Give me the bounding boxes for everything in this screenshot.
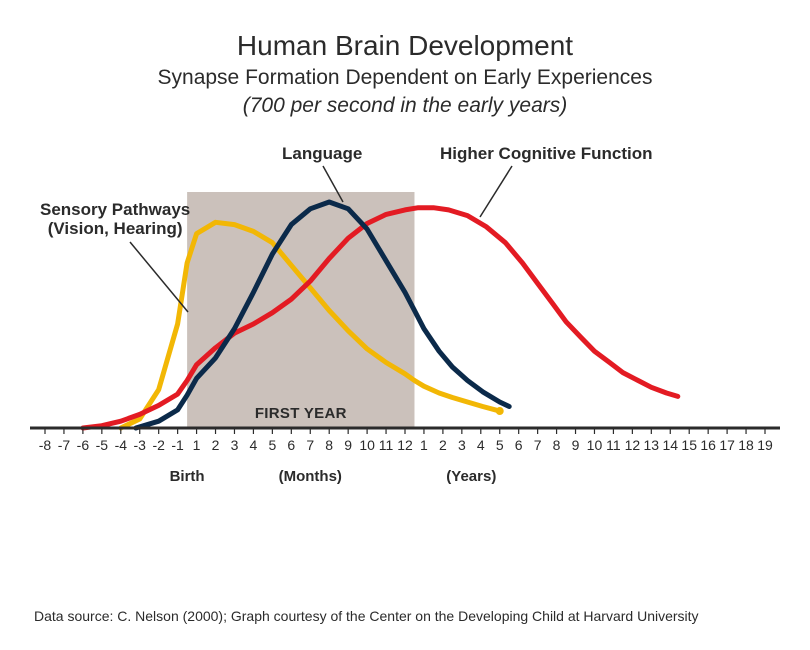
svg-text:18: 18 [738,437,754,453]
svg-text:6: 6 [515,437,523,453]
chart-svg: FIRST YEAR-8-7-6-5-4-3-2-112345678910111… [20,142,790,502]
svg-text:FIRST YEAR: FIRST YEAR [255,405,347,422]
svg-text:7: 7 [306,437,314,453]
svg-text:13: 13 [644,437,660,453]
svg-text:16: 16 [700,437,716,453]
svg-text:19: 19 [757,437,773,453]
title-italic: (700 per second in the early years) [0,93,810,119]
svg-text:-7: -7 [58,437,71,453]
chart: Sensory Pathways(Vision, Hearing) Langua… [20,142,790,507]
page: Human Brain Development Synapse Formatio… [0,0,810,650]
svg-text:17: 17 [719,437,735,453]
title-block: Human Brain Development Synapse Formatio… [0,28,810,120]
svg-text:-8: -8 [39,437,52,453]
svg-text:-4: -4 [115,437,128,453]
svg-text:12: 12 [625,437,641,453]
svg-text:5: 5 [268,437,276,453]
svg-text:-3: -3 [134,437,147,453]
svg-text:11: 11 [606,437,621,453]
svg-text:15: 15 [681,437,697,453]
svg-text:4: 4 [477,437,485,453]
axis-label-years: (Years) [421,468,521,485]
svg-text:6: 6 [287,437,295,453]
footer-text: Data source: C. Nelson (2000); Graph cou… [34,608,699,624]
axis-label-birth: Birth [137,468,237,485]
svg-text:10: 10 [359,437,375,453]
svg-text:12: 12 [397,437,413,453]
svg-text:4: 4 [250,437,258,453]
svg-text:1: 1 [193,437,201,453]
svg-text:10: 10 [587,437,603,453]
svg-text:8: 8 [325,437,333,453]
svg-text:7: 7 [534,437,542,453]
svg-text:2: 2 [212,437,220,453]
svg-text:11: 11 [379,437,394,453]
svg-text:-1: -1 [171,437,184,453]
svg-text:1: 1 [420,437,428,453]
svg-text:14: 14 [662,437,678,453]
svg-text:2: 2 [439,437,447,453]
svg-text:3: 3 [458,437,466,453]
svg-text:-6: -6 [77,437,90,453]
svg-text:5: 5 [496,437,504,453]
title-sub: Synapse Formation Dependent on Early Exp… [0,65,810,91]
svg-text:9: 9 [344,437,352,453]
svg-text:8: 8 [553,437,561,453]
svg-text:3: 3 [231,437,239,453]
svg-text:-5: -5 [96,437,109,453]
svg-text:9: 9 [572,437,580,453]
svg-text:-2: -2 [152,437,165,453]
title-main: Human Brain Development [0,28,810,63]
axis-label-months: (Months) [260,468,360,485]
